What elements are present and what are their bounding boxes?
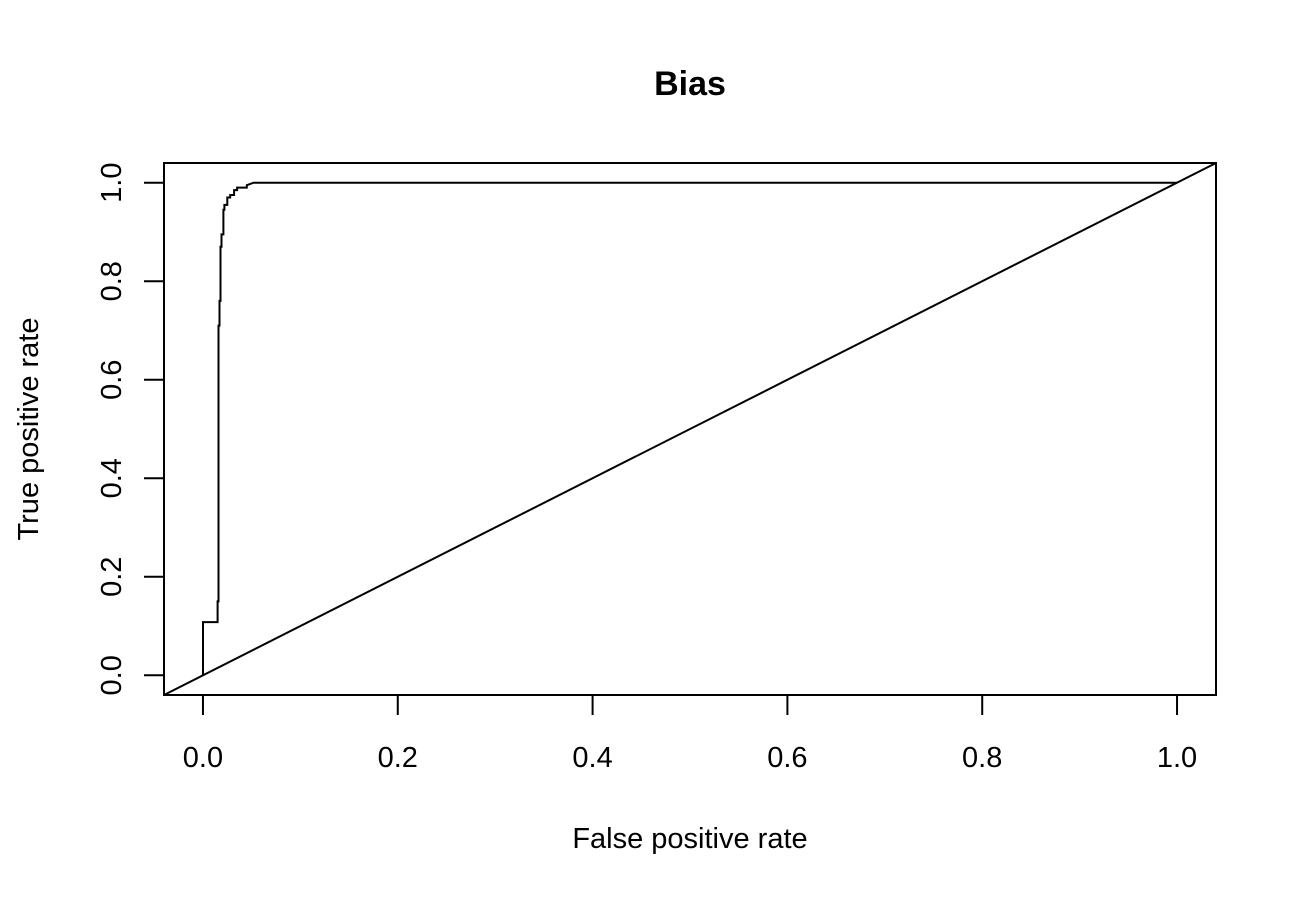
chart-title: Bias — [654, 65, 726, 103]
x-axis-label: False positive rate — [572, 823, 807, 855]
y-tick-label: 0.4 — [96, 458, 128, 498]
x-tick-label: 0.4 — [572, 742, 612, 774]
y-axis-label: True positive rate — [13, 318, 45, 541]
y-tick-label: 0.2 — [96, 557, 128, 597]
y-axis: 0.0 0.2 0.4 0.6 0.8 1.0 — [96, 163, 164, 695]
x-tick-label: 0.6 — [767, 742, 807, 774]
x-tick-label: 0.2 — [378, 742, 418, 774]
x-tick-label: 0.0 — [183, 742, 223, 774]
y-tick-label: 0.6 — [96, 360, 128, 400]
y-tick-label: 1.0 — [96, 163, 128, 203]
x-tick-label: 1.0 — [1157, 742, 1197, 774]
y-tick-label: 0.8 — [96, 261, 128, 301]
roc-curve — [202, 181, 1177, 676]
x-axis: 0.0 0.2 0.4 0.6 0.8 1.0 — [183, 695, 1197, 774]
series-layer — [163, 162, 1217, 696]
y-tick-label: 0.0 — [96, 655, 128, 695]
plot-frame — [163, 162, 1217, 696]
diagonal-reference-line — [163, 162, 1217, 696]
x-tick-label: 0.8 — [962, 742, 1002, 774]
